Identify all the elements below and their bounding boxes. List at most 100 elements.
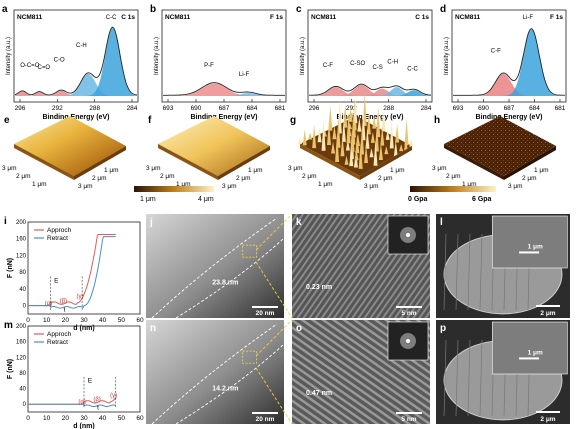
thickness-mark: t (97, 405, 99, 412)
scale-bar-label: 5 nm (401, 416, 416, 423)
xps-core-label: F 1s (550, 14, 563, 21)
xps-envelope (163, 82, 285, 96)
afm-axis-label: 1 μm (176, 181, 191, 188)
xps-peak-fit (453, 29, 565, 96)
afm-axis-label: 1 μm (462, 181, 477, 188)
afm-surface (14, 116, 126, 176)
afm-surface (158, 116, 270, 176)
afm-axis-label: 3 μm (78, 183, 93, 190)
beta-mark: (β) (60, 298, 67, 304)
xps-tick-label: 684 (529, 105, 540, 112)
hrtem-panel-k: 0.23 nm 5 nm k (292, 214, 430, 318)
xps-peak-label: C-F (323, 63, 333, 69)
sem-inset (491, 321, 568, 375)
xps-material-label: NCM811 (17, 14, 43, 21)
afm-panel-h: h3 μm2 μm1 μm1 μm2 μm3 μm (432, 115, 556, 190)
xps-tick-label: 296 (15, 105, 26, 112)
panel-label-a: a (2, 4, 8, 15)
panel-label-n: n (150, 323, 156, 334)
legend-retract: Retract (47, 235, 68, 242)
tem-panel-j: 23.8 nm 20 nm j (146, 214, 285, 319)
force-y-axis-label: F (nN) (7, 359, 14, 379)
force-x-tick: 40 (99, 415, 107, 422)
afm-axis-label: 2 μm (522, 175, 537, 182)
xps-peak-label: C-H (76, 43, 87, 49)
force-x-axis-label: d (nm) (73, 423, 94, 429)
approach-curve (28, 397, 117, 405)
force-y-tick: 160 (16, 340, 27, 346)
xps-tick-label: 687 (504, 105, 515, 112)
xps-tick-label: 288 (89, 105, 100, 112)
panel-label-p: p (440, 323, 446, 334)
afm-axis-label: 1 μm (248, 167, 263, 174)
xps-y-axis-label: Intensity (a.u.) (6, 37, 12, 75)
xps-panel-a: a NCM811 C 1s Intensity (a.u.) 296 292 288 284 B… (2, 4, 139, 121)
force-x-tick: 0 (26, 317, 30, 324)
force-y-axis-label: F (nN) (7, 258, 14, 278)
xps-tick-label: 690 (191, 105, 202, 112)
force-x-tick: 20 (62, 415, 70, 422)
afm-axis-label: 2 μm (446, 173, 461, 180)
afm-axis-label: 2 μm (160, 173, 175, 180)
xps-tick-label: 292 (52, 105, 63, 112)
afm-axis-label: 1 μm (534, 167, 549, 174)
height-colorbar-min: 1 μm (140, 196, 156, 203)
force-plot-frame (27, 325, 141, 413)
panel-label-c: c (296, 4, 302, 15)
inset-scale-label: 1 μm (528, 243, 543, 250)
force-panel-i: i 0 10 20 30 40 50 60 0 40 80 120 160 200 d (nm) F (nN)… (4, 216, 144, 332)
afm-axis-label: 2 μm (236, 175, 251, 182)
afm-axis-label: 1 μm (32, 181, 47, 188)
force-x-axis-label: d (nm) (73, 325, 94, 332)
force-x-tick: 20 (62, 317, 70, 324)
xps-tick-label: 284 (127, 105, 138, 112)
force-x-tick: 10 (43, 415, 51, 422)
panel-label-b: b (150, 4, 156, 15)
force-y-tick: 160 (16, 237, 27, 243)
afm-axis-label: 3 μm (146, 165, 161, 172)
approach-curve (28, 234, 116, 307)
retract-curve (28, 403, 116, 407)
xps-x-axis-label: Binding Energy (eV) (43, 114, 110, 121)
xps-y-axis-label: Intensity (a.u.) (300, 37, 306, 75)
gamma-mark: (γ) (110, 393, 117, 399)
afm-axis-label: 1 μm (318, 181, 333, 188)
alpha-mark: (α) (78, 399, 85, 405)
panel-label-k: k (296, 217, 302, 228)
alpha-mark: (α) (45, 301, 52, 307)
xps-peak-fit (15, 91, 137, 96)
force-x-tick: 50 (118, 317, 126, 324)
zoom-region-box (242, 350, 258, 364)
xps-panel-b: b NCM811 F 1s Intensity (a.u.) 693 690 687 684 6… (150, 4, 287, 121)
scale-bar-label: 5 nm (401, 310, 416, 317)
sem-inset (491, 215, 568, 269)
xps-peak-fit (163, 83, 285, 96)
xps-tick-label: 693 (453, 105, 464, 112)
elastic-mark: E (54, 278, 59, 285)
sei-thickness-label: 23.8 nm (212, 280, 238, 287)
xps-peak-label: C-SO (350, 61, 365, 67)
xps-peak-label: Li-F (523, 15, 534, 21)
beta-mark: (β) (93, 397, 100, 403)
xps-peak-label: O-C=O (20, 63, 40, 69)
xps-peak-fit (309, 87, 431, 96)
xps-peak-fit (15, 27, 137, 96)
panel-label-f: f (148, 115, 152, 126)
force-y-tick: 40 (19, 387, 26, 393)
zoom-region-box (242, 244, 258, 258)
xps-peak-fit (309, 90, 431, 96)
afm-surface (444, 116, 556, 176)
height-colorbar (134, 186, 214, 192)
panel-label-o: o (296, 323, 302, 334)
afm-panel-e: e3 μm2 μm1 μm1 μm2 μm3 μm (2, 115, 126, 190)
xps-plot-frame (13, 9, 139, 103)
xps-tick-label: 681 (275, 105, 286, 112)
tem-panel-n: 14.2 nm 20 nm n (146, 320, 285, 425)
force-y-tick: 80 (19, 371, 26, 377)
sem-panel-p: 1 μm 2 μm p (436, 320, 570, 424)
xps-x-axis-label: Binding Energy (eV) (191, 114, 258, 121)
force-x-tick: 60 (136, 415, 144, 422)
xps-y-axis-label: Intensity (a.u.) (154, 37, 160, 75)
elastic-mark: E (88, 378, 93, 385)
lattice-spacing-label: 0.23 nm (306, 284, 332, 291)
